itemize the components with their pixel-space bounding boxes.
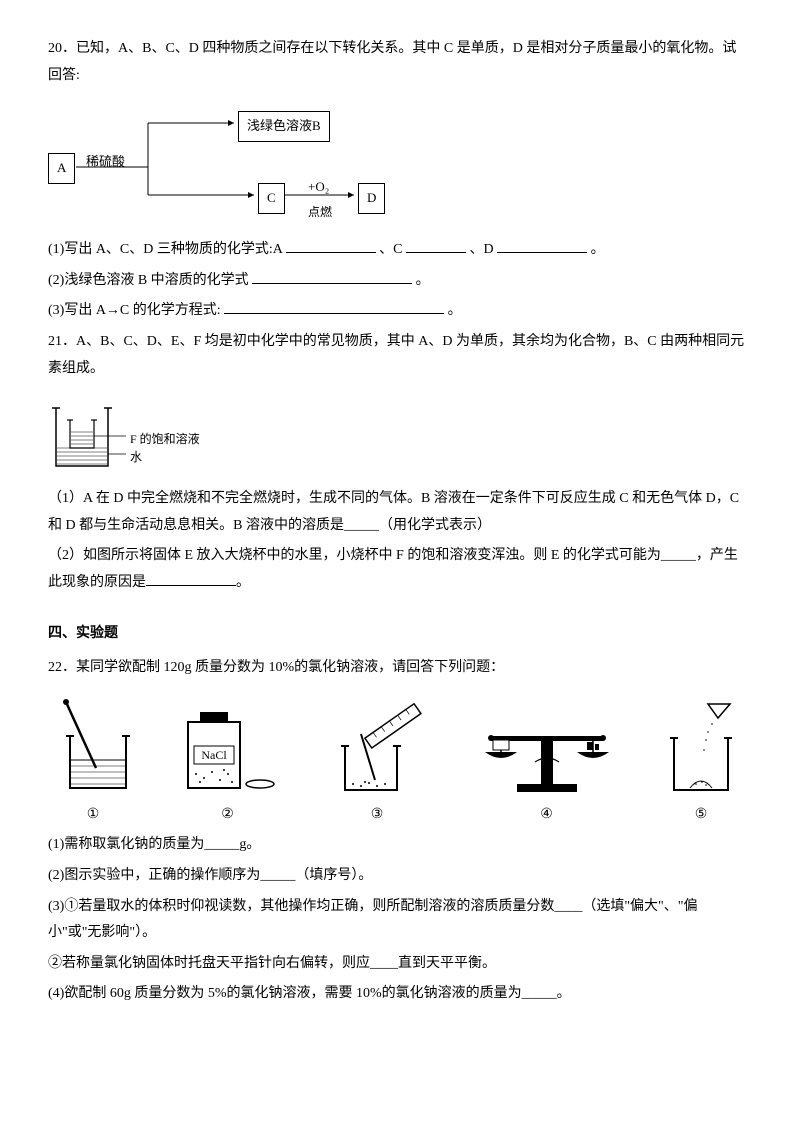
diagram-box-a: A bbox=[48, 153, 75, 184]
q22-p1: (1)需称取氯化钠的质量为_____g。 bbox=[48, 832, 746, 859]
section-4-title: 四、实验题 bbox=[48, 621, 746, 648]
exp-label-1: ① bbox=[87, 802, 100, 829]
stirring-beaker-icon bbox=[48, 698, 138, 798]
q20-p1-d: 。 bbox=[591, 242, 605, 257]
blank bbox=[224, 299, 444, 314]
q20-p3: (3)写出 A→C 的化学方程式: 。 bbox=[48, 298, 746, 325]
balance-scale-icon bbox=[477, 698, 617, 798]
pouring-cylinder-icon bbox=[317, 698, 437, 798]
q20-p2-a: (2)浅绿色溶液 B 中溶质的化学式 bbox=[48, 273, 252, 288]
nacl-bottle-icon: NaCl bbox=[178, 698, 278, 798]
exp-label-4: ④ bbox=[540, 802, 553, 829]
q21-beaker-diagram: F 的饱和溶液 水 bbox=[48, 396, 248, 476]
exp-item-1: ① bbox=[48, 698, 138, 829]
diagram-box-d: D bbox=[358, 183, 385, 214]
q22-experiment-row: ① NaCl ② bbox=[48, 698, 746, 829]
diagram-label-ignite: 点燃 bbox=[308, 201, 332, 224]
q20-intro: 20．已知，A、B、C、D 四种物质之间存在以下转化关系。其中 C 是单质，D … bbox=[48, 36, 746, 89]
q21-intro: 21．A、B、C、D、E、F 均是初中化学中的常见物质，其中 A、D 为单质，其… bbox=[48, 329, 746, 382]
q22-p4: ②若称量氯化钠固体时托盘天平指针向右偏转，则应____直到天平平衡。 bbox=[48, 951, 746, 978]
exp-item-2: NaCl ② bbox=[178, 698, 278, 829]
q20-p2: (2)浅绿色溶液 B 中溶质的化学式 。 bbox=[48, 268, 746, 295]
adding-beaker-icon bbox=[656, 698, 746, 798]
diagram-box-c: C bbox=[258, 183, 285, 214]
blank bbox=[252, 268, 412, 283]
exp-item-4: ④ bbox=[477, 698, 617, 829]
q21-p2-b: 。 bbox=[236, 575, 250, 590]
blank bbox=[146, 571, 236, 586]
q22-intro: 22．某同学欲配制 120g 质量分数为 10%的氯化钠溶液，请回答下列问题： bbox=[48, 655, 746, 682]
exp-label-5: ⑤ bbox=[695, 802, 708, 829]
diagram-box-b: 浅绿色溶液B bbox=[238, 111, 330, 142]
exp-label-2: ② bbox=[221, 802, 234, 829]
q20-p1-a: (1)写出 A、C、D 三种物质的化学式:A bbox=[48, 242, 286, 257]
q20-p1: (1)写出 A、C、D 三种物质的化学式:A 、C 、D 。 bbox=[48, 237, 746, 264]
blank bbox=[286, 238, 376, 253]
q21-p1: （1）A 在 D 中完全燃烧和不完全燃烧时，生成不同的气体。B 溶液在一定条件下… bbox=[48, 486, 746, 539]
q22-p3: (3)①若量取水的体积时仰视读数，其他操作均正确，则所配制溶液的溶质质量分数__… bbox=[48, 894, 746, 947]
q20-p1-c: 、D bbox=[469, 242, 497, 257]
q20-p3-a: (3)写出 A→C 的化学方程式: bbox=[48, 303, 224, 318]
q20-flow-diagram: A 浅绿色溶液B C D 稀硫酸 +O₂ 点燃 bbox=[48, 103, 408, 223]
blank bbox=[497, 238, 587, 253]
q20-p2-b: 。 bbox=[416, 273, 430, 288]
q21-p2: （2）如图所示将固体 E 放入大烧杯中的水里，小烧杯中 F 的饱和溶液变浑浊。则… bbox=[48, 543, 746, 596]
svg-text:NaCl: NaCl bbox=[201, 748, 227, 762]
exp-item-3: ③ bbox=[317, 698, 437, 829]
exp-label-3: ③ bbox=[371, 802, 384, 829]
q22-p5: (4)欲配制 60g 质量分数为 5%的氯化钠溶液，需要 10%的氯化钠溶液的质… bbox=[48, 981, 746, 1008]
q20-p1-b: 、C bbox=[379, 242, 406, 257]
diagram-label-h2so4: 稀硫酸 bbox=[86, 150, 125, 175]
q20-p3-b: 。 bbox=[448, 303, 462, 318]
beaker-label-water: 水 bbox=[130, 446, 142, 469]
diagram-label-o2: +O₂ bbox=[308, 175, 329, 200]
q22-p2: (2)图示实验中，正确的操作顺序为_____（填序号）。 bbox=[48, 863, 746, 890]
exp-item-5: ⑤ bbox=[656, 698, 746, 829]
blank bbox=[406, 238, 466, 253]
